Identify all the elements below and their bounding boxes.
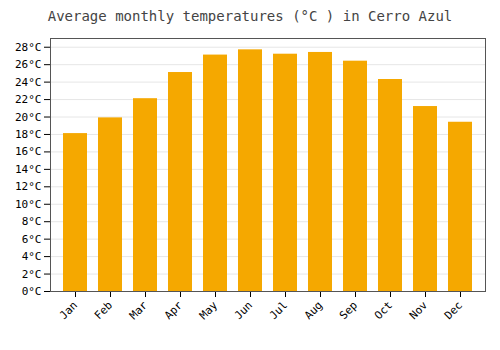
- svg-text:6°C: 6°C: [22, 233, 42, 246]
- svg-text:Aug: Aug: [302, 299, 325, 322]
- svg-text:12°C: 12°C: [15, 180, 42, 193]
- svg-text:0°C: 0°C: [22, 285, 42, 298]
- svg-text:26°C: 26°C: [15, 58, 42, 71]
- svg-text:Mar: Mar: [127, 298, 151, 322]
- svg-text:Jun: Jun: [232, 299, 255, 322]
- svg-text:28°C: 28°C: [15, 41, 42, 54]
- svg-text:24°C: 24°C: [15, 76, 42, 89]
- svg-text:10°C: 10°C: [15, 198, 42, 211]
- svg-text:2°C: 2°C: [22, 268, 42, 281]
- svg-text:Oct: Oct: [372, 299, 395, 322]
- svg-text:4°C: 4°C: [22, 250, 42, 263]
- svg-text:20°C: 20°C: [15, 111, 42, 124]
- svg-text:18°C: 18°C: [15, 128, 42, 141]
- svg-text:8°C: 8°C: [22, 215, 42, 228]
- svg-text:Jul: Jul: [267, 299, 290, 322]
- svg-text:May: May: [197, 298, 221, 322]
- html-text:Average monthly temperatures (: Average monthly temperatures (°C ) in Ce…: [47, 8, 453, 24]
- svg-text:Dec: Dec: [442, 299, 465, 322]
- svg-text:Feb: Feb: [92, 299, 115, 322]
- svg-text:Apr: Apr: [162, 298, 186, 322]
- svg-text:14°C: 14°C: [15, 163, 42, 176]
- svg-text:16°C: 16°C: [15, 145, 42, 158]
- svg-text:22°C: 22°C: [15, 93, 42, 106]
- svg-text:Jan: Jan: [57, 299, 80, 322]
- svg-text:Nov: Nov: [407, 298, 431, 322]
- svg-text:Sep: Sep: [337, 299, 360, 322]
